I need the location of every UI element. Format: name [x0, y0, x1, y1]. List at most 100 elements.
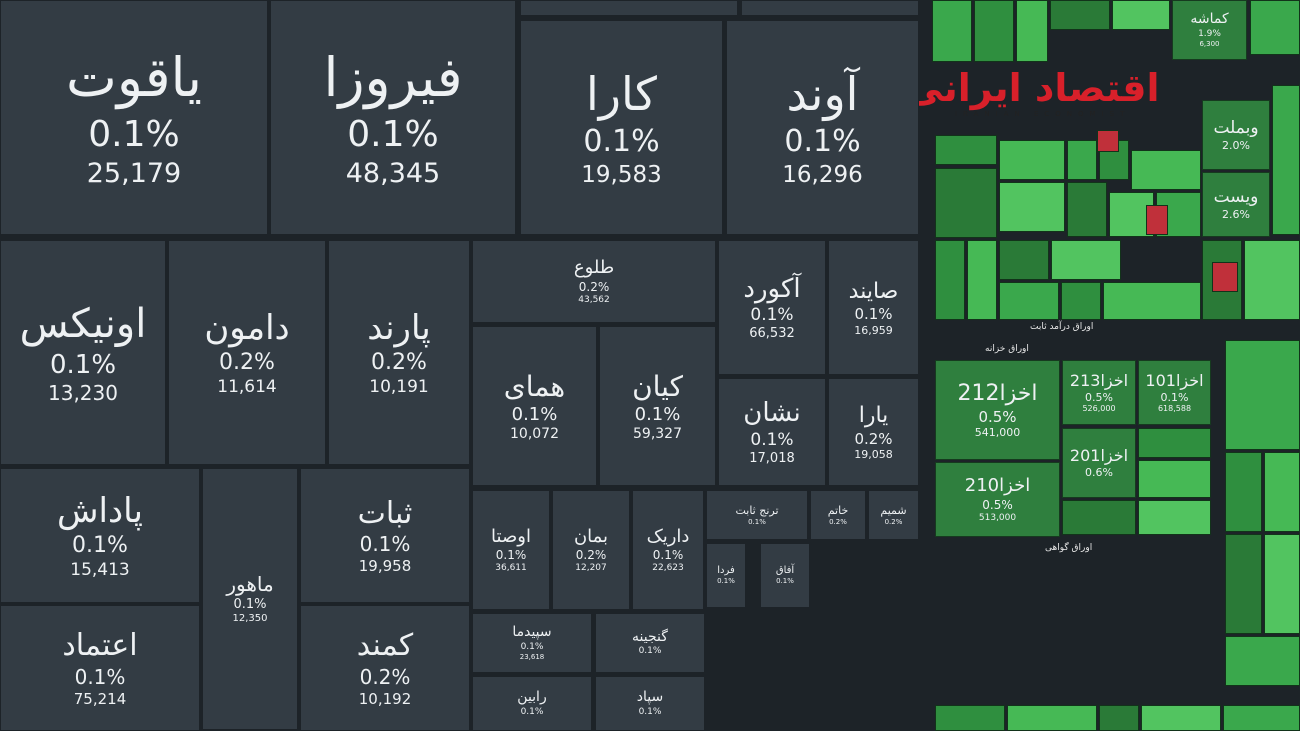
green-block	[1244, 240, 1300, 320]
tile-change: 0.1%	[495, 548, 527, 563]
section-label: اوراق درآمد ثابت	[1030, 322, 1094, 332]
green-block	[999, 140, 1065, 180]
green-block	[999, 182, 1065, 232]
green-block	[1141, 705, 1221, 731]
tile-change: 0.1%	[750, 305, 794, 325]
green-block	[1007, 705, 1097, 731]
tile-name: طلوع	[573, 257, 615, 279]
tile-change: 0.5%	[982, 497, 1013, 512]
tile: داریک 0.1% 22,623	[632, 490, 704, 610]
tile: فردا 0.1%	[706, 543, 746, 608]
tile: آفاق 0.1%	[760, 543, 810, 608]
tile-change: 0.5%	[978, 407, 1017, 426]
tile-change: 0.1%	[748, 517, 766, 526]
tile-volume: 19,958	[358, 557, 412, 576]
tile: یاقوت 0.1% 25,179	[0, 0, 268, 235]
tile-volume: 10,191	[369, 376, 429, 397]
green-block	[999, 282, 1059, 320]
tile: اخزا212 0.5% 541,000	[935, 360, 1060, 460]
tile: کماشه 1.9% 6,300	[1172, 0, 1247, 60]
tile: ماهور 0.1% 12,350	[202, 468, 298, 730]
tile-change: 0.2%	[578, 279, 610, 294]
tile: اخزا201 0.6%	[1062, 428, 1136, 498]
tile: آوند 0.1% 16,296	[726, 20, 919, 235]
tile: اخزا101 0.1% 618,588	[1138, 360, 1211, 425]
tile-name: خاتم	[827, 503, 849, 517]
green-block	[1225, 452, 1262, 532]
tile-change: 0.1%	[233, 597, 267, 613]
tile: اونیکس 0.1% 13,230	[0, 240, 166, 465]
green-block	[1264, 534, 1300, 634]
tile-name: داریک	[646, 525, 690, 547]
logo-title: اقتصاد ایرانی	[905, 66, 1160, 110]
tile-change: 0.1%	[520, 641, 544, 652]
tile-change: 0.6%	[1085, 466, 1113, 480]
tile: اخزا213 0.5% 526,000	[1062, 360, 1136, 425]
tile: پارند 0.2% 10,191	[328, 240, 470, 465]
green-block	[1067, 140, 1097, 180]
tile-volume: 16,296	[782, 161, 863, 188]
tile-name: اخزا201	[1069, 446, 1129, 466]
green-block	[935, 705, 1005, 731]
tile-volume: 17,018	[749, 450, 795, 466]
tile-name: بمان	[573, 525, 609, 547]
green-block	[1103, 282, 1201, 320]
tile-volume: 36,611	[495, 563, 527, 574]
tile-change: 0.1%	[776, 577, 794, 586]
tile-name: سپاد	[636, 689, 664, 706]
tile-volume: 526,000	[1082, 404, 1116, 414]
tile-volume: 618,588	[1157, 404, 1192, 414]
tile: بمان 0.2% 12,207	[552, 490, 630, 610]
green-block	[935, 135, 997, 165]
tile-change: 1.9%	[1198, 28, 1221, 39]
green-block	[1250, 0, 1300, 55]
green-block	[932, 0, 972, 62]
tile-volume: 541,000	[974, 426, 1021, 440]
red-block	[1212, 262, 1238, 292]
tile-name: ثبات	[357, 495, 413, 531]
tile: اخزا210 0.5% 513,000	[935, 462, 1060, 537]
tile-name: کارا	[586, 66, 657, 121]
tile: ثبات 0.1% 19,958	[300, 468, 470, 603]
tile-name: کماشه	[1190, 11, 1229, 28]
tile-name: گنجینه	[632, 628, 668, 645]
tile-name: کیان	[632, 369, 683, 403]
tile-volume: 59,327	[633, 426, 682, 442]
tile-volume: 16,959	[854, 323, 893, 337]
green-block	[1225, 534, 1262, 634]
tile: سپیدما 0.1% 23,618	[472, 613, 592, 673]
tile-name: پارند	[367, 307, 431, 348]
tile-volume: 12,207	[575, 563, 607, 574]
tile-change: 0.1%	[652, 548, 684, 563]
tile: کارا 0.1% 19,583	[520, 20, 723, 235]
tile-change: 0.1%	[1160, 390, 1189, 404]
tile-name: آوند	[786, 66, 859, 121]
tile-change: 0.2%	[371, 350, 427, 376]
green-block	[1225, 340, 1300, 450]
tile: ویست 2.6%	[1202, 172, 1270, 237]
tile: اعتماد 0.1% 75,214	[0, 605, 200, 731]
tile: طلوع 0.2% 43,562	[472, 240, 716, 323]
green-block	[1051, 240, 1121, 280]
tile-volume: 11,614	[217, 376, 277, 397]
tile-name: صایند	[848, 278, 899, 304]
tile-volume: 22,623	[652, 563, 684, 574]
tile-name: یاقوت	[65, 46, 203, 110]
green-block	[967, 240, 997, 320]
tile-volume: 19,583	[581, 161, 662, 188]
tile-name: اعتماد	[62, 628, 138, 664]
tile-name: همای	[503, 369, 566, 403]
tile: شمیم 0.2%	[868, 490, 919, 540]
tile-volume: 43,562	[578, 294, 610, 305]
tile-change: 0.2%	[829, 517, 847, 526]
green-block	[1138, 500, 1211, 535]
green-block	[1099, 705, 1139, 731]
tile-volume: 66,532	[749, 326, 795, 342]
green-block	[1131, 150, 1201, 190]
tile-name: نشان	[743, 398, 801, 428]
red-block	[1146, 205, 1168, 235]
tile-change: 0.2%	[854, 429, 893, 448]
tile-change: 0.1%	[520, 706, 544, 717]
strip	[741, 0, 919, 16]
